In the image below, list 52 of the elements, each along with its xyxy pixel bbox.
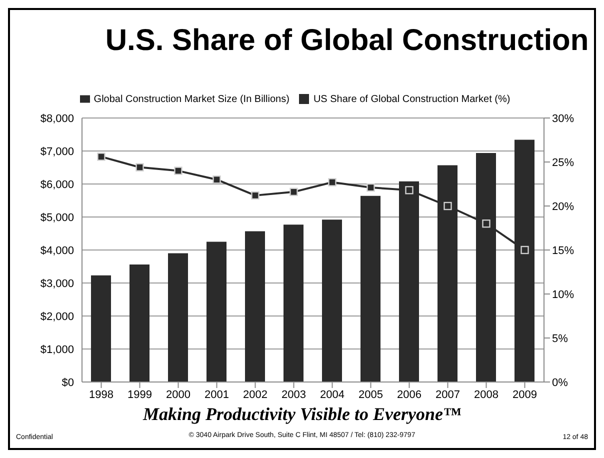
x-tick-label: 2001 — [204, 388, 229, 401]
point — [290, 188, 298, 196]
y2-tick-label: 15% — [552, 244, 574, 257]
y-tick-label: $4,000 — [40, 244, 74, 257]
y2-tick-label: 10% — [552, 288, 574, 301]
y-tick-label: $6,000 — [40, 178, 74, 191]
x-tick-label: 2004 — [320, 388, 344, 401]
bar — [284, 224, 304, 382]
bar — [91, 275, 111, 382]
x-tick-label: 2006 — [397, 388, 422, 401]
x-tick-label: 2007 — [436, 388, 460, 401]
x-tick-label: 2009 — [512, 388, 537, 401]
point — [366, 183, 375, 192]
y2-tick-label: 0% — [552, 376, 568, 389]
y2-tick-label: 5% — [552, 332, 568, 345]
bar — [130, 264, 150, 382]
x-tick-label: 1999 — [128, 388, 152, 401]
point — [212, 176, 221, 184]
point — [174, 166, 182, 175]
point — [482, 220, 490, 228]
point — [405, 186, 414, 194]
y2-tick-label: 25% — [552, 156, 574, 169]
y-tick-label: $5,000 — [40, 212, 74, 224]
legend-label: Global Construction Market Size (In Billions) — [94, 94, 290, 105]
chart-title: U.S. Share of Global Construction — [104, 24, 590, 58]
point — [444, 202, 452, 210]
y-tick-label: $1,000 — [40, 344, 74, 356]
y-tick-label: $7,000 — [40, 146, 74, 158]
bar — [322, 220, 342, 382]
bar — [245, 231, 265, 382]
y2-tick-label: 20% — [552, 200, 574, 213]
text: Making Productivity Visible to Everyone™ — [142, 404, 462, 425]
bar — [206, 242, 226, 382]
x-tick-label: 2002 — [243, 388, 268, 401]
x-tick-label: 1998 — [89, 388, 114, 401]
y-tick-label: $3,000 — [40, 278, 74, 290]
x-tick-label: 2008 — [474, 388, 498, 401]
bar — [360, 196, 380, 382]
x-tick-label: 2000 — [166, 388, 190, 401]
x-tick-label: 2003 — [282, 388, 306, 401]
y2-tick-label: 30% — [552, 112, 574, 125]
y-tick-label: $8,000 — [40, 112, 74, 125]
point — [251, 191, 260, 200]
point — [136, 163, 144, 172]
legend-label: US Share of Global Construction Market (%) — [313, 94, 510, 105]
bar — [168, 253, 188, 382]
point — [520, 246, 529, 254]
point — [97, 152, 106, 161]
y-tick-label: $2,000 — [40, 310, 74, 323]
x-tick-label: 2005 — [358, 388, 383, 401]
y-tick-label: $0 — [62, 376, 74, 389]
point — [328, 178, 336, 186]
